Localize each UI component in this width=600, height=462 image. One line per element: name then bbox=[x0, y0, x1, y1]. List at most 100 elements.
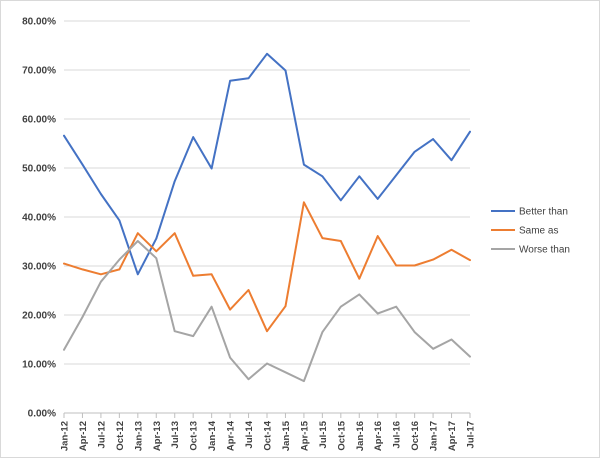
data-point-better-than bbox=[100, 193, 102, 195]
y-tick-label: 20.00% bbox=[22, 311, 56, 322]
data-point-worse-than bbox=[100, 280, 102, 283]
data-point-same-as bbox=[63, 262, 65, 265]
data-point-worse-than bbox=[266, 362, 268, 365]
x-tick-label: Oct-15 bbox=[336, 420, 347, 450]
legend: Better than Same as Worse than bbox=[491, 207, 570, 256]
data-point-better-than bbox=[118, 219, 121, 222]
legend-label-same-as: Same as bbox=[519, 226, 558, 237]
x-tick-label: Jul-17 bbox=[466, 421, 477, 448]
y-tick-label: 70.00% bbox=[22, 66, 56, 77]
data-point-same-as bbox=[266, 330, 268, 333]
data-point-same-as bbox=[284, 305, 287, 308]
data-point-better-than bbox=[450, 159, 453, 161]
data-point-worse-than bbox=[247, 378, 250, 381]
data-point-same-as bbox=[118, 268, 121, 271]
data-point-better-than bbox=[303, 163, 305, 166]
data-point-worse-than bbox=[210, 305, 213, 308]
data-point-same-as bbox=[376, 235, 379, 237]
data-point-same-as bbox=[247, 289, 250, 291]
gridlines bbox=[64, 20, 470, 414]
data-point-same-as bbox=[192, 275, 194, 277]
data-point-better-than bbox=[247, 77, 250, 80]
x-tick-label: Oct-12 bbox=[115, 421, 126, 451]
x-tick-label: Jul-13 bbox=[170, 421, 181, 448]
x-axis: Jan-12 Apr-12 Jul-12 Oct-12 Jan-13 Apr-13 Jul-… bbox=[60, 412, 477, 451]
x-tick-label: Jul-16 bbox=[392, 421, 403, 448]
data-point-same-as bbox=[413, 264, 416, 267]
data-point-better-than bbox=[81, 163, 84, 166]
data-point-better-than bbox=[137, 273, 139, 276]
data-point-worse-than bbox=[284, 371, 287, 374]
data-point-same-as bbox=[173, 232, 176, 234]
data-point-better-than bbox=[376, 198, 379, 200]
x-tick-label: Jul-15 bbox=[318, 420, 329, 448]
data-point-worse-than bbox=[137, 240, 139, 242]
series-lines bbox=[63, 52, 471, 383]
data-point-worse-than bbox=[395, 305, 398, 308]
series-line-worse-than bbox=[63, 240, 471, 383]
data-point-better-than bbox=[321, 175, 324, 178]
legend-label-better-than: Better than bbox=[519, 207, 568, 218]
data-point-worse-than bbox=[321, 331, 324, 333]
x-tick-label: Jul-14 bbox=[244, 420, 255, 448]
data-point-better-than bbox=[210, 167, 213, 170]
data-point-same-as bbox=[469, 259, 471, 261]
x-tick-label: Apr-13 bbox=[152, 421, 163, 451]
data-point-better-than bbox=[155, 237, 158, 240]
data-point-same-as bbox=[137, 232, 139, 234]
x-tick-label: Oct-13 bbox=[189, 421, 200, 451]
y-tick-label: 10.00% bbox=[22, 360, 56, 371]
data-point-worse-than bbox=[413, 331, 416, 333]
data-point-better-than bbox=[413, 151, 416, 153]
data-point-better-than bbox=[284, 69, 287, 72]
data-point-better-than bbox=[266, 53, 268, 55]
data-point-better-than bbox=[395, 174, 398, 177]
data-point-same-as bbox=[81, 268, 84, 271]
data-point-same-as bbox=[358, 277, 361, 280]
series-line-same-as bbox=[63, 201, 471, 333]
x-tick-label: Apr-14 bbox=[226, 420, 237, 451]
y-tick-label: 80.00% bbox=[22, 17, 56, 28]
x-tick-label: Apr-17 bbox=[447, 421, 458, 451]
data-point-worse-than bbox=[229, 356, 231, 359]
data-point-worse-than bbox=[303, 380, 305, 382]
data-point-worse-than bbox=[173, 330, 176, 333]
x-tick-label: Apr-15 bbox=[299, 420, 310, 451]
data-point-same-as bbox=[432, 258, 434, 261]
x-tick-label: Jan-12 bbox=[60, 421, 71, 451]
data-point-worse-than bbox=[432, 348, 434, 350]
data-point-same-as bbox=[229, 308, 231, 311]
x-tick-label: Jan-13 bbox=[133, 421, 144, 451]
data-point-same-as bbox=[155, 250, 158, 253]
data-point-better-than bbox=[229, 80, 231, 82]
data-point-same-as bbox=[100, 273, 102, 276]
x-tick-label: Oct-16 bbox=[410, 421, 421, 451]
data-point-better-than bbox=[358, 175, 361, 178]
data-point-better-than bbox=[432, 138, 434, 140]
data-point-worse-than bbox=[450, 338, 453, 341]
x-tick-label: Jan-14 bbox=[207, 420, 218, 451]
data-point-same-as bbox=[303, 201, 305, 204]
data-point-worse-than bbox=[192, 335, 194, 337]
data-point-worse-than bbox=[118, 258, 121, 261]
data-point-worse-than bbox=[81, 316, 84, 318]
data-point-worse-than bbox=[340, 305, 342, 308]
x-tick-label: Jan-15 bbox=[281, 420, 292, 451]
data-point-better-than bbox=[469, 130, 471, 133]
data-point-better-than bbox=[173, 180, 176, 182]
x-tick-label: Jul-12 bbox=[96, 421, 107, 448]
data-point-same-as bbox=[340, 240, 342, 242]
data-point-better-than bbox=[192, 136, 194, 138]
data-point-better-than bbox=[63, 134, 65, 137]
y-tick-label: 50.00% bbox=[22, 164, 56, 175]
data-point-worse-than bbox=[358, 293, 361, 296]
data-point-same-as bbox=[450, 249, 453, 251]
y-tick-label: 60.00% bbox=[22, 115, 56, 126]
data-point-worse-than bbox=[376, 312, 379, 315]
x-tick-label: Jan-17 bbox=[429, 421, 440, 451]
legend-label-worse-than: Worse than bbox=[519, 245, 570, 256]
y-tick-label: 30.00% bbox=[22, 262, 56, 273]
x-tick-label: Oct-14 bbox=[263, 420, 274, 450]
data-point-better-than bbox=[340, 199, 342, 202]
